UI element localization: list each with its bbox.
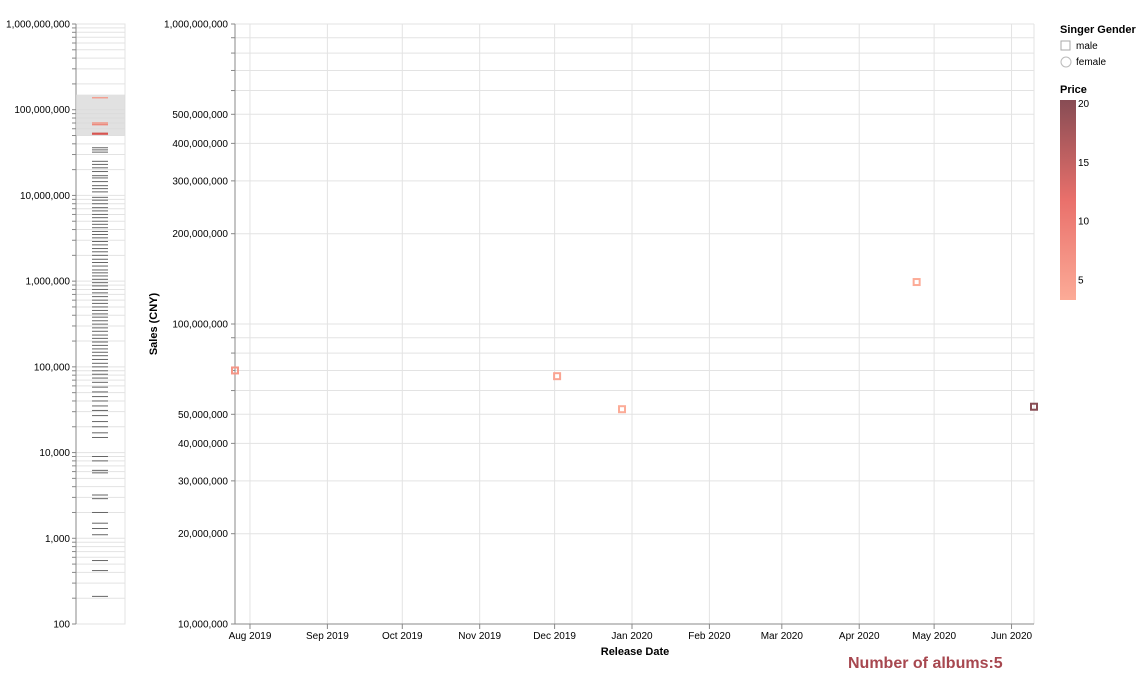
overview-tick-label: 100 [53, 620, 70, 631]
legend-price-tick: 10 [1078, 217, 1090, 228]
main-gridlines [235, 23, 1035, 625]
y-tick-label: 30,000,000 [178, 476, 228, 487]
legend-square-icon [1060, 40, 1071, 51]
legend: Singer Gender male female Price 20 15 10 5 [1060, 24, 1137, 300]
y-tick-label: 500,000,000 [172, 110, 228, 121]
y-tick-label: 100,000,000 [172, 320, 228, 331]
sales-scatter-chart[interactable]: Aug 2019 Sep 2019 Oct 2019 Nov 2019 Dec 2019… [148, 20, 1038, 659]
legend-gender-title: Singer Gender [1060, 24, 1137, 36]
y-tick-label: 1,000,000,000 [164, 20, 228, 31]
y-tick-label: 40,000,000 [178, 439, 228, 450]
data-point[interactable] [553, 372, 562, 381]
x-tick-label: Aug 2019 [229, 631, 272, 642]
x-tick-label: Feb 2020 [688, 631, 731, 642]
price-color-ramp [1060, 100, 1076, 300]
legend-price-title: Price [1060, 84, 1087, 96]
x-tick-label: Jan 2020 [611, 631, 653, 642]
data-point[interactable] [912, 278, 921, 287]
overview-tick-label: 10,000,000 [20, 191, 70, 202]
x-tick-label: Apr 2020 [839, 631, 880, 642]
main-axes: Aug 2019 Sep 2019 Oct 2019 Nov 2019 Dec 2019… [164, 20, 1034, 642]
overview-tick-label: 10,000 [39, 448, 70, 459]
album-count-label: Number of albums:5 [848, 655, 1003, 672]
y-tick-label: 400,000,000 [172, 139, 228, 150]
x-tick-label: Dec 2019 [533, 631, 576, 642]
y-tick-label: 50,000,000 [178, 410, 228, 421]
y-tick-label: 20,000,000 [178, 529, 228, 540]
legend-gender-label: female [1076, 57, 1106, 68]
legend-circle-icon [1060, 56, 1072, 68]
legend-price-tick: 20 [1078, 99, 1090, 110]
brush-selection[interactable] [76, 94, 125, 136]
y-tick-label: 10,000,000 [178, 620, 228, 631]
x-tick-label: Nov 2019 [458, 631, 501, 642]
overview-strip-chart[interactable]: 100 1,000 10,000 100,000 1,000,000 10,000,000… [6, 20, 126, 631]
overview-tick-label: 100,000 [34, 362, 71, 373]
overview-tick-label: 100,000,000 [14, 105, 70, 116]
x-tick-label: Oct 2019 [382, 631, 423, 642]
legend-gender-label: male [1076, 41, 1098, 52]
x-tick-label: Jun 2020 [991, 631, 1033, 642]
overview-tick-label: 1,000,000,000 [6, 20, 70, 31]
y-axis-title: Sales (CNY) [148, 292, 160, 355]
x-axis-title: Release Date [601, 646, 670, 658]
y-tick-label: 200,000,000 [172, 229, 228, 240]
overview-tick-label: 1,000,000 [26, 277, 71, 288]
x-tick-label: Mar 2020 [761, 631, 804, 642]
overview-tick-label: 1,000 [45, 534, 70, 545]
legend-price-tick: 15 [1078, 158, 1090, 169]
y-tick-label: 300,000,000 [172, 176, 228, 187]
legend-price-tick: 5 [1078, 275, 1084, 286]
data-point[interactable] [618, 405, 627, 414]
x-tick-label: Sep 2019 [306, 631, 349, 642]
data-point[interactable] [231, 366, 239, 375]
data-point[interactable] [1030, 402, 1038, 411]
main-points [231, 278, 1038, 414]
x-tick-label: May 2020 [912, 631, 956, 642]
